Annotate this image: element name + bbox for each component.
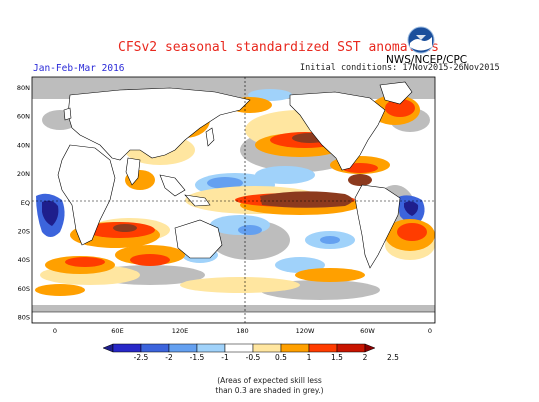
colorbar-segment-4 — [224, 343, 254, 353]
lat-tick-80S: 80S — [18, 314, 30, 322]
lon-tick-2: 120E — [172, 327, 189, 335]
colorbar-segment-7 — [308, 343, 338, 353]
colorbar-label-8: 2 — [363, 353, 368, 362]
skill-note-line-2: than 0.3 are shaded in grey.) — [215, 386, 324, 395]
map-title: CFSv2 seasonal standardized SST anomalie… — [118, 40, 439, 55]
lon-tick-6: 0 — [428, 327, 432, 335]
negative-anomaly-strong — [36, 193, 425, 237]
colorbar-segment-1 — [140, 343, 170, 353]
lat-tick-80N: 80N — [17, 84, 30, 92]
colorbar-segment-5 — [252, 343, 282, 353]
colorbar-segment-max — [364, 343, 376, 353]
noaa-logo-icon — [407, 26, 435, 54]
landmass-outlines — [32, 81, 435, 323]
longitude-tick-labels: 0 60E 120E 180 120W 60W 0 — [53, 327, 432, 335]
colorbar-label-0: -2.5 — [134, 353, 149, 362]
latitude-tick-labels: 80N 60N 40N 20N EQ 20S 40S 60S 80S — [17, 84, 30, 322]
colorbar-segment-6 — [280, 343, 310, 353]
lat-tick-20S: 20S — [18, 228, 30, 236]
colorbar-label-3: -1 — [221, 353, 229, 362]
colorbar-segment-0 — [112, 343, 142, 353]
lat-tick-60S: 60S — [18, 285, 30, 293]
lon-tick-3: 180 — [236, 327, 248, 335]
season-label: Jan-Feb-Mar 2016 — [33, 63, 125, 74]
agency-label: NWS/NCEP/CPC — [386, 54, 468, 66]
lon-tick-5: 60W — [360, 327, 375, 335]
skill-note-line-1: (Areas of expected skill less — [217, 376, 322, 385]
lat-tick-60N: 60N — [17, 113, 30, 121]
lat-tick-40S: 40S — [18, 256, 30, 264]
colorbar: -2.5 -2 -1.5 -1 -0.5 0.5 1 1.5 2 2.5 — [102, 343, 399, 362]
colorbar-segment-min — [102, 343, 114, 353]
colorbar-label-4: -0.5 — [246, 353, 261, 362]
colorbar-label-1: -2 — [165, 353, 173, 362]
colorbar-label-2: -1.5 — [190, 353, 205, 362]
lat-tick-40N: 40N — [17, 141, 30, 149]
colorbar-segment-3 — [196, 343, 226, 353]
colorbar-label-5: 0.5 — [275, 353, 287, 362]
lon-tick-0: 0 — [53, 327, 57, 335]
colorbar-label-7: 1.5 — [331, 353, 343, 362]
lon-tick-4: 120W — [296, 327, 315, 335]
colorbar-label-6: 1 — [307, 353, 312, 362]
colorbar-segment-8 — [336, 343, 366, 353]
colorbar-segment-2 — [168, 343, 198, 353]
map-frame — [31, 76, 436, 324]
initial-conditions-label: Initial conditions: 17Nov2015-26Nov2015 — [300, 63, 500, 73]
lon-tick-1: 60E — [111, 327, 123, 335]
colorbar-label-9: 2.5 — [387, 353, 399, 362]
negative-anomaly-moderate — [207, 177, 340, 244]
lat-tick-EQ: EQ — [21, 199, 30, 207]
lat-tick-20N: 20N — [17, 170, 30, 178]
